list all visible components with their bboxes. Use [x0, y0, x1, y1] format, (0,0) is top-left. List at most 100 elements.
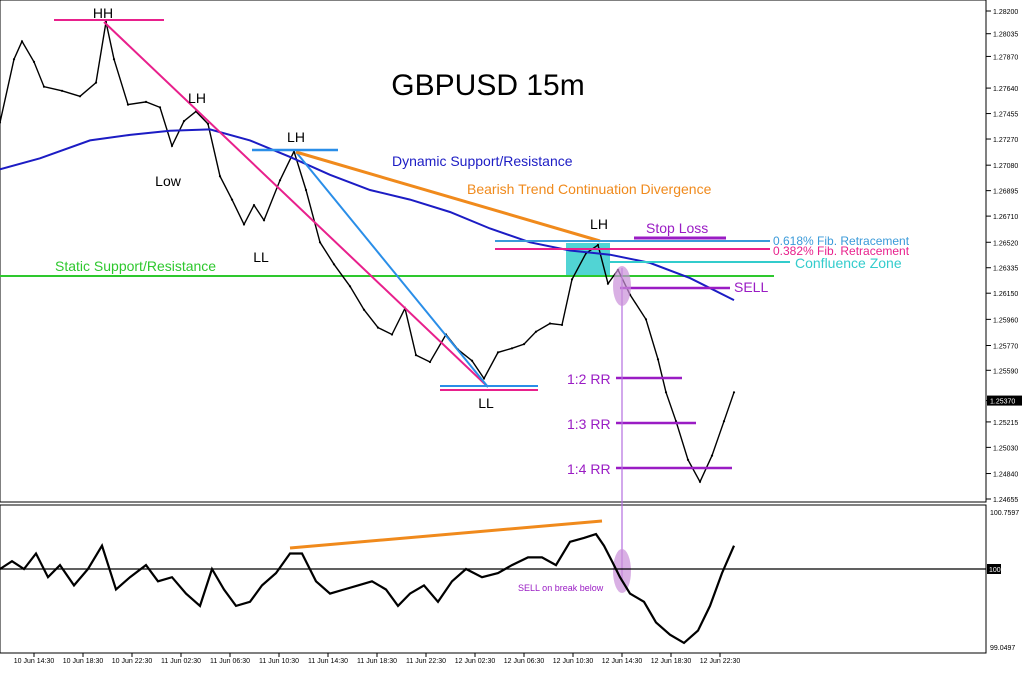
oscillator-axis-label: 100.7597: [990, 510, 1019, 517]
price-point: [496, 351, 500, 354]
time-tick-label: 11 Jun 06:30: [210, 658, 250, 665]
label-divergence: Bearish Trend Continuation Divergence: [467, 181, 712, 197]
price-point: [170, 144, 174, 147]
time-tick-label: 12 Jun 10:30: [553, 658, 594, 665]
oscillator-panel: [0, 504, 987, 654]
price-tick-label: 1.26520: [993, 240, 1018, 247]
price-tick-label: 1.25960: [993, 317, 1018, 324]
time-tick-label: 12 Jun 02:30: [455, 658, 496, 665]
price-point: [390, 333, 394, 336]
label-lh-3: LH: [590, 216, 608, 232]
price-tick-label: 1.27870: [993, 54, 1018, 61]
price-point: [664, 391, 668, 394]
price-tick-label: 1.25215: [993, 420, 1018, 427]
price-tick-label: 1.24840: [993, 472, 1018, 479]
sell-highlight-price: [613, 266, 631, 306]
price-tick-label: 1.27270: [993, 137, 1018, 144]
price-point: [144, 100, 148, 103]
label-ll-1: LL: [253, 249, 269, 265]
time-axis: 10 Jun 14:30 10 Jun 18:30 10 Jun 22:30 11 J…: [14, 653, 741, 665]
time-tick-label: 11 Jun 10:30: [259, 658, 299, 665]
price-tick-label: 1.26710: [993, 214, 1018, 221]
price-point: [112, 58, 116, 61]
label-static-sr: Static Support/Resistance: [55, 258, 216, 274]
time-tick-label: 10 Jun 14:30: [14, 658, 55, 665]
price-point: [510, 347, 514, 350]
divergence-price-line: [295, 150, 601, 243]
price-point: [0, 121, 2, 124]
price-panel: [0, 0, 987, 503]
price-point: [570, 278, 574, 281]
pink-trendline: [103, 21, 489, 388]
price-point: [606, 282, 610, 285]
price-point: [534, 330, 538, 333]
label-low: Low: [155, 173, 182, 189]
time-tick-label: 10 Jun 22:30: [112, 658, 153, 665]
time-tick-label: 11 Jun 14:30: [308, 658, 348, 665]
price-tick-label: 1.25030: [993, 445, 1018, 452]
price-point: [182, 120, 186, 123]
time-tick-label: 12 Jun 14:30: [602, 658, 643, 665]
price-point: [414, 354, 418, 357]
price-point: [78, 95, 82, 98]
price-point: [348, 285, 352, 288]
chart-title: GBPUSD 15m: [391, 69, 584, 102]
price-point: [126, 103, 130, 106]
price-point: [470, 359, 474, 362]
label-rr13: 1:3 RR: [567, 416, 611, 432]
label-lh-1: LH: [188, 90, 206, 106]
label-confluence: Confluence Zone: [795, 255, 902, 271]
price-point: [376, 326, 380, 329]
price-point: [722, 420, 726, 423]
label-dynamic-sr: Dynamic Support/Resistance: [392, 153, 573, 169]
price-axis: 1.28200 1.28035 1.27870 1.27640 1.27455 1.272…: [986, 9, 1022, 652]
price-point: [42, 85, 46, 88]
label-lh-2: LH: [287, 129, 305, 145]
price-point: [158, 106, 162, 109]
price-point: [548, 322, 552, 325]
price-point: [262, 219, 266, 222]
price-point: [242, 223, 246, 226]
price-point: [32, 60, 36, 64]
label-sell-break: SELL on break below: [518, 583, 604, 593]
current-price-label: 1.25370: [990, 399, 1015, 406]
price-point: [230, 198, 234, 201]
price-point: [596, 243, 600, 247]
price-point: [686, 458, 690, 461]
price-point: [60, 89, 64, 92]
sell-highlight-oscillator: [613, 549, 631, 593]
oscillator-axis-label: 99.0497: [990, 645, 1015, 652]
price-point: [522, 343, 526, 346]
time-tick-label: 12 Jun 18:30: [651, 658, 692, 665]
price-point: [304, 188, 308, 192]
time-tick-label: 11 Jun 18:30: [357, 658, 397, 665]
price-point: [318, 241, 322, 244]
confluence-zone-box: [566, 243, 610, 276]
price-point: [482, 377, 486, 380]
price-point: [252, 204, 256, 207]
time-tick-label: 12 Jun 06:30: [504, 658, 545, 665]
label-rr12: 1:2 RR: [567, 371, 611, 387]
price-point: [710, 454, 714, 457]
price-tick-label: 1.24655: [993, 497, 1018, 504]
blue-trendline: [295, 151, 489, 388]
price-point: [698, 480, 702, 483]
price-point: [656, 358, 660, 361]
price-point: [20, 40, 24, 43]
time-tick-label: 10 Jun 18:30: [63, 658, 104, 665]
label-fib-618: 0.618% Fib. Retracement: [773, 234, 910, 248]
current-price-box: [987, 395, 1022, 406]
label-sell: SELL: [734, 279, 768, 295]
price-point: [12, 58, 16, 61]
price-tick-label: 1.27640: [993, 86, 1018, 93]
time-tick-label: 11 Jun 22:30: [406, 658, 446, 665]
price-point: [362, 308, 366, 311]
oscillator-axis-label: 100: [989, 567, 1001, 574]
time-tick-label: 12 Jun 22:30: [700, 658, 741, 665]
label-rr14: 1:4 RR: [567, 461, 611, 477]
price-point: [278, 179, 282, 182]
price-tick-label: 1.25770: [993, 344, 1018, 351]
price-tick-label: 1.28035: [993, 32, 1018, 39]
time-tick-label: 11 Jun 02:30: [161, 658, 201, 665]
